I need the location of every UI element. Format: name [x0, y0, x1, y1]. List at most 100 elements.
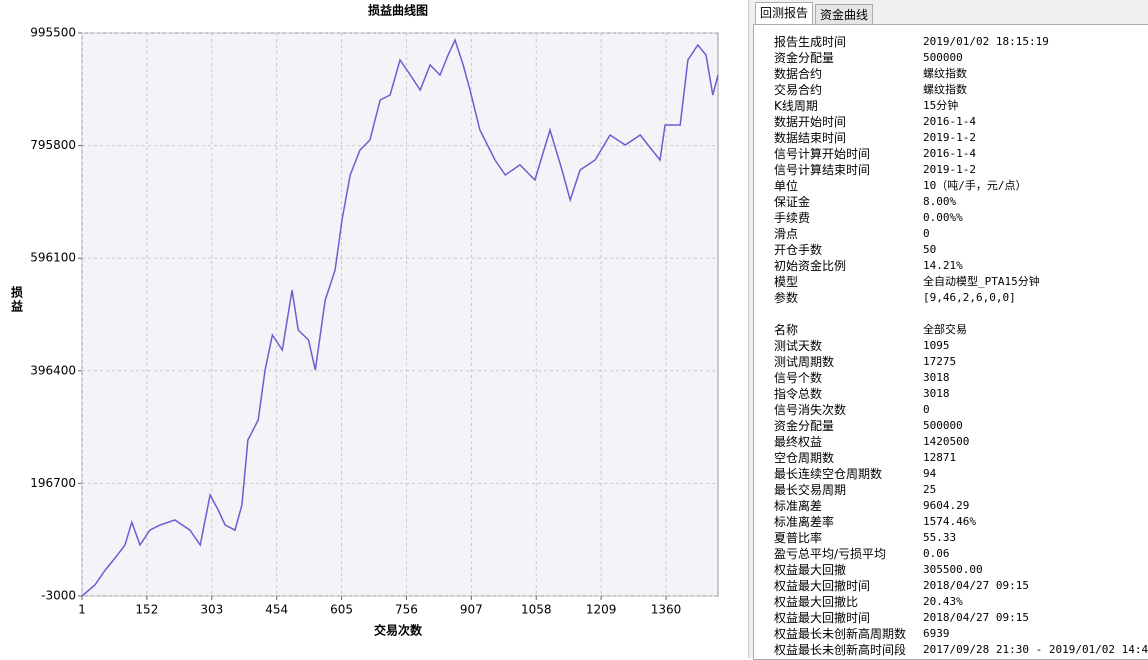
report-value: 1420500 [923, 435, 970, 448]
y-tick-label: 795800 [30, 138, 76, 152]
report-value: 0 [923, 227, 930, 240]
report-value: 2017/09/28 21:30 - 2019/01/02 14:45 [923, 643, 1148, 656]
report-key: 手续费 [774, 211, 811, 225]
report-key: 测试天数 [774, 339, 823, 353]
report-panel: 回测报告 资金曲线 报告生成时间 2019/01/02 18:15:19 资金分配量… [748, 0, 1148, 660]
report-key: 信号计算开始时间 [774, 147, 871, 161]
report-key: 权益最长未创新高时间段 [774, 643, 907, 657]
equity-line [81, 37, 719, 597]
chart-title: 损益曲线图 [368, 3, 428, 18]
report-key: K线周期 [774, 99, 818, 113]
report-key: 标准离差率 [774, 515, 835, 529]
report-value: 螺纹指数 [923, 83, 967, 96]
y-axis-label: 损益 [10, 285, 24, 314]
report-value: 12871 [923, 451, 957, 464]
report-value: 全部交易 [923, 323, 967, 336]
y-tick-label: 995500 [30, 26, 76, 40]
report-key: 信号消失次数 [774, 403, 847, 417]
chart: 损益曲线图 损益 交易次数 -3000 196700 396400 596100 795… [10, 3, 719, 638]
report-value: 8.00% [923, 195, 957, 208]
report-value: 14.21% [923, 259, 963, 272]
report-value: 0.06 [923, 547, 950, 560]
report-value: 2018/04/27 09:15 [923, 579, 1029, 592]
report-key: 数据合约 [774, 67, 823, 81]
report-key: 最终权益 [774, 435, 823, 449]
report-key: 测试周期数 [774, 355, 835, 369]
report-key: 权益最大回撤时间 [774, 611, 871, 625]
report-value: 20.43% [923, 595, 963, 608]
x-tick-label: 454 [265, 603, 288, 617]
report-value: 305500.00 [923, 563, 983, 576]
report-key: 最长连续空仓周期数 [774, 467, 883, 481]
report-value: 55.33 [923, 531, 957, 544]
report-value: 全自动模型_PTA15分钟 [923, 275, 1040, 288]
report-key: 交易合约 [774, 83, 823, 97]
report-key: 空仓周期数 [774, 451, 835, 465]
report-value: 15分钟 [923, 99, 959, 112]
report-value: 0.00%% [923, 211, 963, 224]
report-key: 初始资金比例 [774, 259, 847, 273]
plot-area [81, 32, 719, 597]
report-value: 2019/01/02 18:15:19 [923, 35, 1049, 48]
x-tick-label: 1058 [521, 603, 552, 617]
x-tick-label: 756 [395, 603, 418, 617]
report-value: 2019-1-2 [923, 163, 976, 176]
report-key: 数据开始时间 [774, 115, 847, 129]
report-value: 500000 [923, 51, 963, 64]
report-key: 开仓手数 [774, 243, 823, 257]
report-value: 2018/04/27 09:15 [923, 611, 1029, 624]
report-value: 2019-1-2 [923, 131, 976, 144]
report-value: 94 [923, 467, 937, 480]
report-table: 报告生成时间 2019/01/02 18:15:19 资金分配量 500000 数据合约… [753, 24, 1148, 660]
report-value: 2016-1-4 [923, 115, 976, 128]
report-value: 17275 [923, 355, 957, 368]
report-key: 资金分配量 [774, 51, 835, 65]
report-key: 盈亏总平均/亏损平均 [774, 547, 887, 561]
report-key: 夏普比率 [774, 531, 823, 545]
x-axis-label: 交易次数 [374, 623, 423, 638]
x-tick-label: 1 [78, 603, 86, 617]
report-value: 1574.46% [923, 515, 976, 528]
report-key: 报告生成时间 [774, 35, 847, 49]
report-key: 最长交易周期 [774, 483, 847, 497]
tab[interactable]: 资金曲线 [815, 4, 874, 25]
report-value: 500000 [923, 419, 963, 432]
y-tick-label: 196700 [30, 476, 76, 490]
report-value: 2016-1-4 [923, 147, 976, 160]
x-tick-label: 1209 [586, 603, 617, 617]
report-key: 权益最大回撤时间 [774, 579, 871, 593]
report-key: 滑点 [774, 227, 799, 241]
report-value: 10（吨/手，元/点） [923, 179, 1027, 192]
report-key: 名称 [774, 323, 799, 337]
report-key: 保证金 [774, 195, 811, 209]
report-key: 模型 [774, 275, 799, 289]
report-key: 权益最大回撤 [774, 563, 847, 577]
report-value: 6939 [923, 627, 950, 640]
tab[interactable]: 回测报告 [755, 2, 814, 25]
report-key: 单位 [774, 179, 799, 193]
report-value: 3018 [923, 371, 950, 384]
x-tick-label: 1360 [651, 603, 682, 617]
report-key: 权益最长未创新高周期数 [774, 627, 907, 641]
report-value: 25 [923, 483, 937, 496]
report-value: 50 [923, 243, 937, 256]
x-tick-label: 303 [200, 603, 223, 617]
report-key: 信号个数 [774, 371, 823, 385]
x-tick-label: 907 [460, 603, 483, 617]
report-value: 0 [923, 403, 930, 416]
report-key: 标准离差 [774, 499, 823, 513]
y-tick-label: 596100 [30, 251, 76, 265]
x-tick-label: 152 [135, 603, 158, 617]
report-key: 信号计算结束时间 [774, 163, 871, 177]
report-key: 资金分配量 [774, 419, 835, 433]
report-key: 数据结束时间 [774, 131, 847, 145]
report-value: 1095 [923, 339, 950, 352]
y-tick-label: 396400 [30, 363, 76, 377]
x-tick-label: 605 [330, 603, 353, 617]
report-value: 9604.29 [923, 499, 970, 512]
report-key: 权益最大回撤比 [774, 595, 859, 609]
report-value: 螺纹指数 [923, 67, 967, 80]
y-tick-label: -3000 [41, 589, 76, 603]
report-value: 3018 [923, 387, 950, 400]
